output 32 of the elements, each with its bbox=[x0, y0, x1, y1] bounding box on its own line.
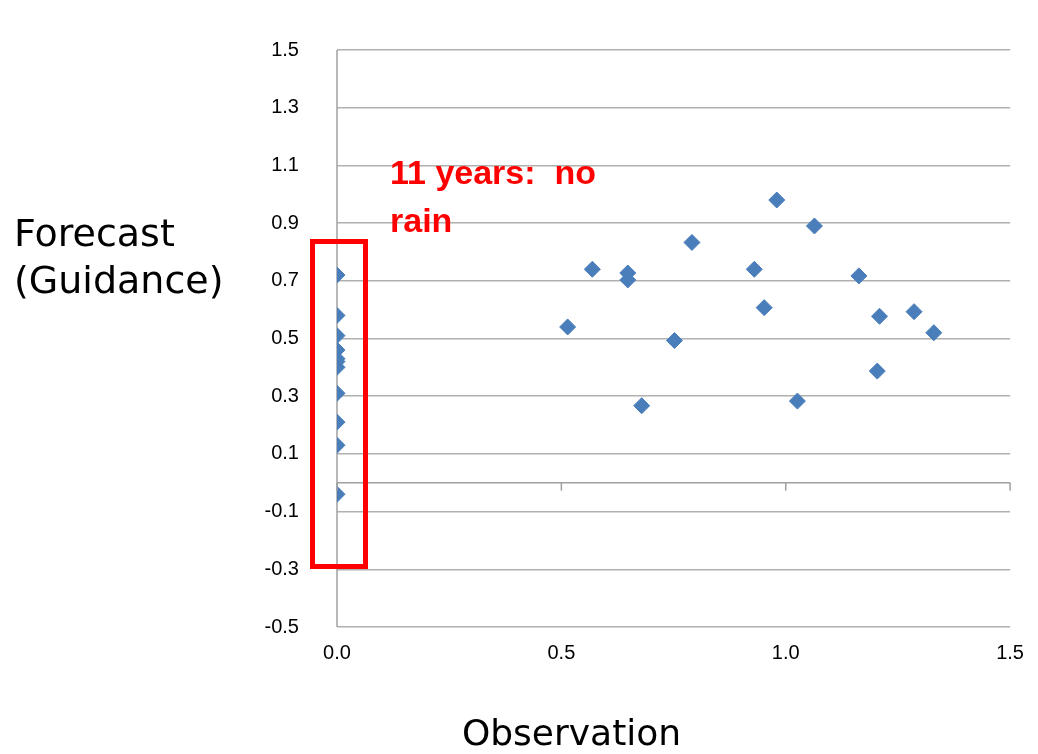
point bbox=[683, 233, 701, 251]
point bbox=[745, 260, 763, 278]
x-tick-label: 1.0 bbox=[771, 640, 800, 663]
point bbox=[871, 307, 889, 325]
y-tick-label: -0.3 bbox=[264, 556, 299, 579]
point bbox=[850, 267, 868, 285]
y-tick-label: 0.3 bbox=[271, 383, 299, 406]
x-axis-title: Observation bbox=[460, 712, 683, 753]
point bbox=[925, 324, 943, 342]
point bbox=[905, 303, 923, 321]
point bbox=[755, 299, 773, 317]
point bbox=[665, 332, 683, 350]
point bbox=[805, 217, 823, 235]
point bbox=[633, 397, 651, 415]
y-tick-label: 0.5 bbox=[271, 326, 299, 349]
x-tick-label: 0.5 bbox=[547, 640, 576, 663]
y-tick-label: 0.7 bbox=[271, 268, 299, 291]
y-tick-label: 1.1 bbox=[271, 152, 299, 175]
x-tick-label: 1.5 bbox=[996, 640, 1024, 663]
y-tick-label: 0.1 bbox=[271, 441, 299, 464]
x-tick-label: 0.0 bbox=[323, 640, 351, 663]
y-tick-label: 1.3 bbox=[271, 95, 299, 118]
y-tick-label: -0.5 bbox=[264, 614, 299, 637]
point bbox=[868, 362, 886, 380]
point bbox=[788, 392, 806, 410]
y-tick-label: 0.9 bbox=[271, 210, 299, 233]
point bbox=[768, 191, 786, 209]
y-axis-title: Forecast (Guidance) bbox=[14, 210, 224, 304]
point bbox=[559, 318, 577, 336]
y-tick-label: 1.5 bbox=[271, 37, 299, 60]
y-tick-label: -0.1 bbox=[264, 499, 299, 522]
annotation: 11 years: no rain bbox=[390, 152, 597, 241]
